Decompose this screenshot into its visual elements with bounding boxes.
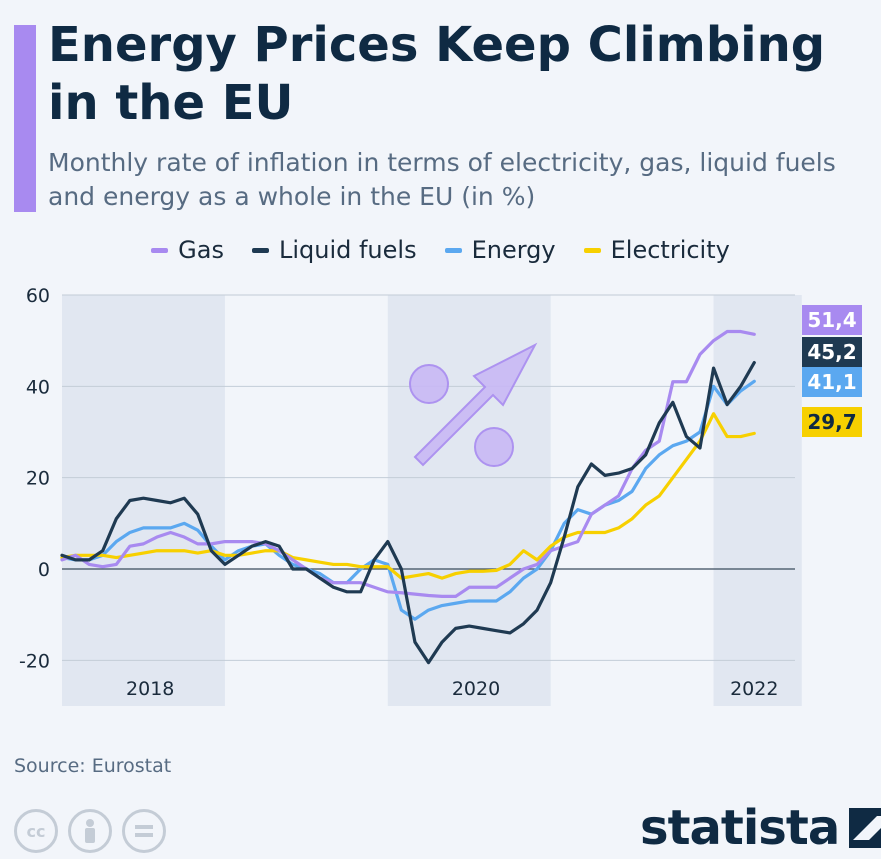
legend-item: Liquid fuels [251, 236, 417, 264]
license-icons: cc [14, 809, 166, 853]
legend-swatch [151, 247, 169, 253]
no-derivatives-icon[interactable] [122, 809, 166, 853]
end-value-label: 51,4 [807, 308, 856, 332]
end-value-badge [802, 367, 862, 397]
y-tick-label: 20 [26, 468, 50, 490]
year-band [62, 295, 225, 706]
chart-title: Energy Prices Keep Climbing in the EU [48, 17, 826, 131]
legend: Gas Liquid fuels Energy Electricity [0, 236, 881, 264]
title-accent-bar [14, 25, 36, 212]
legend-item: Energy [444, 236, 556, 264]
end-value-label: 45,2 [807, 340, 856, 364]
legend-item: Electricity [583, 236, 730, 264]
upward-arrow-percent-icon [409, 342, 538, 467]
legend-item: Gas [151, 236, 224, 264]
statista-logo-icon [849, 808, 881, 848]
x-year-label: 2020 [452, 678, 500, 700]
creative-commons-icon[interactable]: cc [14, 809, 58, 853]
end-value-label: 41,1 [807, 370, 856, 394]
series-line-energy [60, 379, 756, 621]
y-tick-label: 40 [26, 376, 50, 398]
attribution-icon[interactable] [68, 809, 112, 853]
legend-label: Liquid fuels [278, 236, 417, 264]
legend-label: Energy [471, 236, 556, 264]
legend-swatch [251, 247, 269, 253]
y-tick-label: -20 [19, 650, 50, 672]
y-tick-label: 0 [38, 559, 50, 581]
end-value-badge [802, 337, 862, 367]
legend-swatch [583, 247, 601, 253]
legend-label: Electricity [610, 236, 730, 264]
source-note: Source: Eurostat [14, 755, 172, 777]
legend-label: Gas [178, 236, 224, 264]
end-value-label: 29,7 [807, 410, 856, 434]
year-band [713, 295, 802, 706]
x-year-label: 2022 [730, 678, 778, 700]
end-value-badge [802, 407, 862, 437]
series-line-liquid-fuels [60, 360, 756, 665]
chart-subtitle: Monthly rate of inflation in terms of el… [48, 148, 836, 211]
series-line-electricity [60, 412, 756, 580]
series-line-gas [60, 329, 756, 599]
statista-brand[interactable]: statista [640, 800, 881, 856]
legend-swatch [444, 247, 462, 253]
end-value-badge [802, 305, 862, 335]
brand-wordmark: statista [640, 800, 840, 856]
x-year-label: 2018 [126, 678, 174, 700]
y-tick-label: 60 [26, 285, 50, 307]
